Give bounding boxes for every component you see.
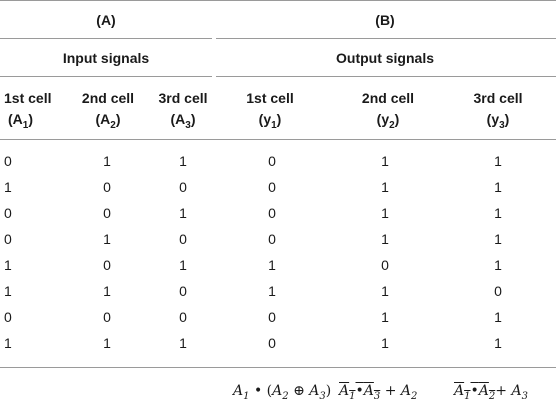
- table-cell: 0: [179, 179, 187, 195]
- rule-section-a: [0, 76, 212, 77]
- table-cell: 0: [103, 179, 111, 195]
- formula-y3: A1•A2+ A3: [454, 383, 528, 402]
- column-header-symbol: (y2): [376, 111, 400, 131]
- group-label-a: (A): [96, 12, 116, 28]
- column-header-name: 3rd cell: [473, 90, 523, 106]
- table-cell: 1: [381, 335, 389, 351]
- table-cell: 1: [179, 335, 187, 351]
- table-cell: 1: [494, 335, 502, 351]
- table-cell: 1: [494, 205, 502, 221]
- table-cell: 1: [381, 231, 389, 247]
- table-cell: 0: [179, 309, 187, 325]
- table-cell: 1: [494, 309, 502, 325]
- rule-section-b: [216, 76, 556, 77]
- column-header-symbol: (y1): [258, 111, 282, 131]
- table-cell: 1: [103, 153, 111, 169]
- table-cell: 0: [268, 231, 276, 247]
- table-cell: 1: [494, 257, 502, 273]
- table-cell: 1: [4, 335, 12, 351]
- table-cell: 0: [381, 257, 389, 273]
- table-cell: 0: [268, 335, 276, 351]
- column-header-name: 1st cell: [4, 90, 52, 106]
- table-cell: 1: [268, 257, 276, 273]
- section-label-input: Input signals: [62, 50, 150, 66]
- formula-y2: A1•A3 + A2: [339, 383, 418, 402]
- table-cell: 1: [4, 283, 12, 299]
- table-cell: 0: [179, 231, 187, 247]
- column-header-name: 2nd cell: [361, 90, 415, 106]
- table-cell: 1: [381, 179, 389, 195]
- table-cell: 0: [4, 309, 12, 325]
- table-cell: 1: [381, 283, 389, 299]
- column-header-name: 2nd cell: [81, 90, 135, 106]
- rule-top: [0, 0, 556, 1]
- table-cell: 0: [4, 205, 12, 221]
- rule-header: [0, 139, 556, 140]
- table-cell: 1: [179, 153, 187, 169]
- table-cell: 1: [4, 257, 12, 273]
- table-cell: 1: [381, 309, 389, 325]
- table-cell: 0: [268, 153, 276, 169]
- table-cell: 1: [494, 231, 502, 247]
- table-cell: 1: [103, 283, 111, 299]
- table-cell: 1: [4, 179, 12, 195]
- table-cell: 1: [103, 335, 111, 351]
- rule-body-end: [0, 367, 556, 368]
- table-cell: 0: [268, 309, 276, 325]
- group-label-b: (B): [375, 12, 395, 28]
- rule-group-a: [0, 38, 212, 39]
- table-cell: 0: [103, 309, 111, 325]
- table-cell: 0: [4, 153, 12, 169]
- column-header-symbol: (A1): [8, 111, 34, 131]
- table-cell: 1: [179, 257, 187, 273]
- table-cell: 0: [268, 179, 276, 195]
- table-cell: 0: [103, 257, 111, 273]
- table-cell: 0: [4, 231, 12, 247]
- column-header-symbol: (A2): [95, 111, 121, 131]
- column-header-symbol: (y3): [486, 111, 510, 131]
- section-label-output: Output signals: [336, 50, 434, 66]
- column-header-name: 1st cell: [246, 90, 294, 106]
- table-cell: 1: [103, 231, 111, 247]
- table-cell: 1: [179, 205, 187, 221]
- table-cell: 1: [494, 179, 502, 195]
- column-header-symbol: (A3): [170, 111, 196, 131]
- table-cell: 0: [494, 283, 502, 299]
- table-cell: 1: [494, 153, 502, 169]
- table-cell: 1: [381, 205, 389, 221]
- table-cell: 0: [179, 283, 187, 299]
- table-cell: 0: [268, 205, 276, 221]
- table-cell: 1: [268, 283, 276, 299]
- formula-y1: A1 • (A2 ⊕ A3): [233, 383, 332, 402]
- table-cell: 0: [103, 205, 111, 221]
- rule-group-b: [216, 38, 556, 39]
- column-header-name: 3rd cell: [158, 90, 208, 106]
- table-cell: 1: [381, 153, 389, 169]
